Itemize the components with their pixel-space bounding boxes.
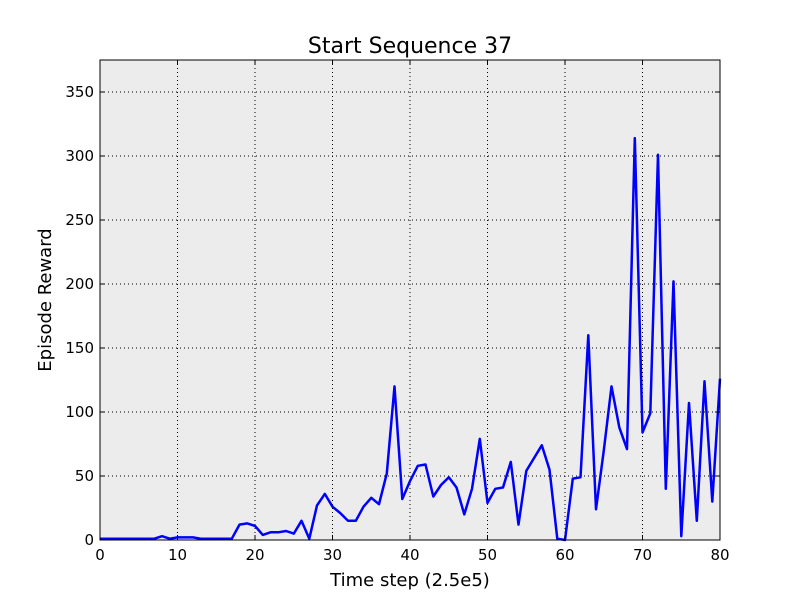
y-tick-label: 300 [65,147,94,165]
y-tick-label: 50 [75,467,94,485]
y-axis-ticks: 0 50 100 150 200 250 300 350 [65,83,720,549]
x-axis-ticks: 0 10 20 30 40 50 60 70 80 [95,60,730,564]
y-tick-label: 0 [84,531,94,549]
y-axis-label: Episode Reward [35,228,56,371]
x-tick-label: 50 [478,546,497,564]
x-tick-label: 20 [245,546,264,564]
x-tick-label: 70 [633,546,652,564]
x-tick-label: 10 [168,546,187,564]
x-tick-label: 60 [555,546,574,564]
x-tick-label: 40 [400,546,419,564]
y-tick-label: 100 [65,403,94,421]
y-tick-label: 250 [65,211,94,229]
x-tick-label: 30 [323,546,342,564]
x-tick-label: 0 [95,546,105,564]
x-axis-label: Time step (2.5e5) [329,570,490,591]
y-tick-label: 200 [65,275,94,293]
grid-lines [100,60,720,540]
series-line [100,136,722,542]
series-layer [100,136,722,542]
chart-title: Start Sequence 37 [308,34,512,59]
y-tick-label: 350 [65,83,94,101]
x-tick-label: 80 [710,546,729,564]
y-tick-label: 150 [65,339,94,357]
